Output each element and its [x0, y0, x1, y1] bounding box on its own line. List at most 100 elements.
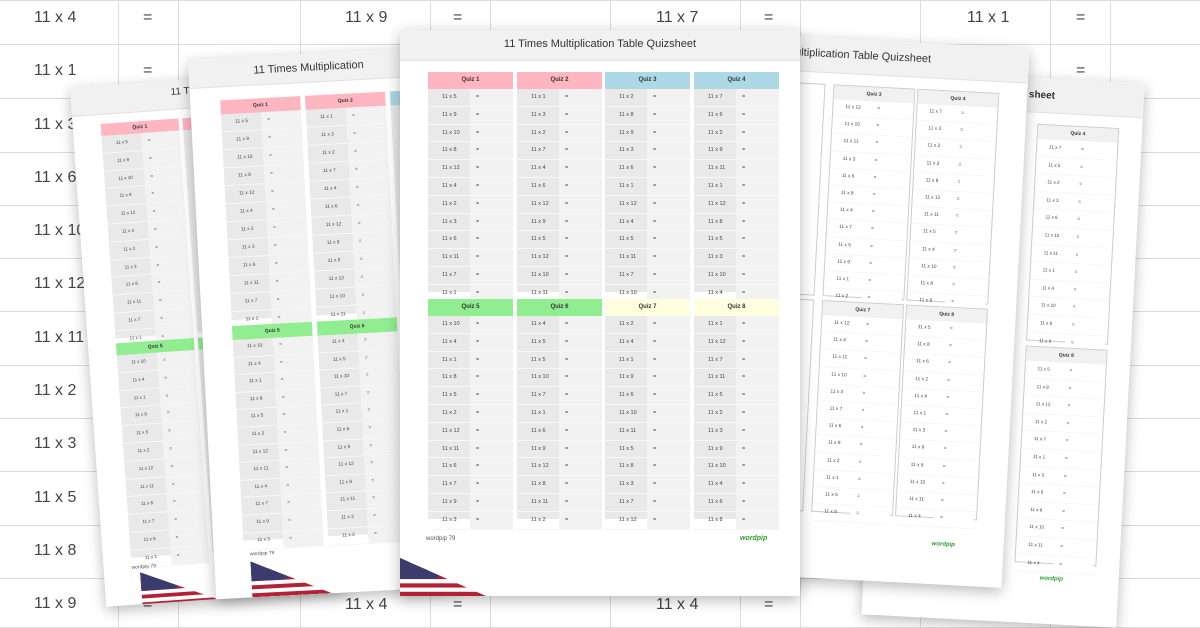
answer-field[interactable] [559, 266, 602, 284]
answer-field[interactable] [559, 284, 602, 302]
answer-field[interactable] [736, 284, 779, 302]
answer-field[interactable] [736, 511, 779, 529]
answer-field[interactable] [559, 440, 602, 458]
wordpip-logo: wordpip [1039, 575, 1064, 583]
answer-field[interactable] [736, 422, 779, 440]
answer-field[interactable] [470, 387, 513, 404]
answer-field[interactable] [736, 493, 779, 511]
answer-field[interactable] [647, 124, 690, 142]
answer-field[interactable] [559, 89, 602, 106]
answer-field[interactable] [647, 422, 690, 440]
answer-field[interactable] [647, 351, 690, 369]
answer-field[interactable] [470, 124, 513, 142]
answer-field[interactable] [470, 422, 513, 440]
answer-field[interactable] [559, 511, 602, 529]
answer-field[interactable] [647, 387, 690, 404]
answer-field[interactable] [470, 142, 513, 160]
answer-field[interactable] [559, 106, 602, 124]
answer-field[interactable] [736, 231, 779, 249]
answer-field[interactable] [647, 369, 690, 387]
answer-field[interactable] [647, 404, 690, 422]
answer-field[interactable] [559, 458, 602, 476]
answer-field[interactable] [559, 177, 602, 195]
answer-field[interactable] [470, 284, 513, 302]
answer-field[interactable] [470, 440, 513, 458]
answer-field[interactable] [559, 160, 602, 177]
answer-field[interactable] [647, 458, 690, 476]
answer-field[interactable] [559, 213, 602, 231]
answer-field[interactable] [647, 213, 690, 231]
answer-field[interactable] [470, 106, 513, 124]
answer-field[interactable] [470, 195, 513, 213]
answer-field[interactable] [647, 266, 690, 284]
answer-field[interactable] [736, 404, 779, 422]
answer-field[interactable] [559, 195, 602, 213]
answer-field[interactable] [736, 106, 779, 124]
answer-field[interactable] [736, 351, 779, 369]
answer-field[interactable] [559, 493, 602, 511]
question-text: 11 x 4 [121, 227, 135, 234]
answer-field[interactable] [736, 142, 779, 160]
answer-field[interactable] [559, 142, 602, 160]
answer-field[interactable] [647, 316, 690, 333]
answer-field[interactable] [470, 316, 513, 333]
answer-field[interactable] [736, 177, 779, 195]
answer-field[interactable] [736, 369, 779, 387]
answer-field[interactable] [736, 266, 779, 284]
answer-field[interactable] [647, 177, 690, 195]
answer-field[interactable] [647, 476, 690, 493]
answer-field[interactable] [736, 195, 779, 213]
answer-field[interactable] [736, 124, 779, 142]
answer-field[interactable] [647, 284, 690, 302]
answer-field[interactable] [736, 440, 779, 458]
answer-field[interactable] [470, 476, 513, 493]
answer-field[interactable] [647, 231, 690, 249]
answer-field[interactable] [559, 369, 602, 387]
answer-field[interactable] [470, 266, 513, 284]
answer-field[interactable] [647, 511, 690, 529]
answer-field[interactable] [559, 249, 602, 266]
answer-field[interactable] [470, 333, 513, 351]
answer-field[interactable] [470, 231, 513, 249]
answer-field[interactable] [647, 89, 690, 106]
answer-field[interactable] [647, 333, 690, 351]
answer-field[interactable] [559, 333, 602, 351]
answer-field[interactable] [736, 249, 779, 266]
answer-field[interactable] [647, 249, 690, 266]
answer-field[interactable] [470, 493, 513, 511]
answer-field[interactable] [647, 440, 690, 458]
answer-field[interactable] [559, 316, 602, 333]
answer-field[interactable] [470, 511, 513, 529]
answer-field[interactable] [470, 351, 513, 369]
answer-field[interactable] [559, 387, 602, 404]
answer-field[interactable] [470, 213, 513, 231]
answer-field[interactable] [470, 404, 513, 422]
answer-field[interactable] [559, 404, 602, 422]
answer-field[interactable] [470, 160, 513, 177]
answer-field[interactable] [470, 89, 513, 106]
answer-field[interactable] [736, 476, 779, 493]
answer-field[interactable] [559, 231, 602, 249]
answer-field[interactable] [647, 106, 690, 124]
answer-field[interactable] [736, 89, 779, 106]
answer-field[interactable] [736, 160, 779, 177]
answer-field[interactable] [559, 351, 602, 369]
answer-field[interactable] [559, 422, 602, 440]
quiz-row: 11 x 3 = [242, 529, 324, 551]
answer-field[interactable] [470, 249, 513, 266]
answer-field[interactable] [647, 142, 690, 160]
answer-field[interactable] [470, 177, 513, 195]
answer-field[interactable] [470, 369, 513, 387]
answer-field[interactable] [736, 387, 779, 404]
answer-field[interactable] [736, 458, 779, 476]
answer-field[interactable] [736, 213, 779, 231]
answer-field[interactable] [559, 476, 602, 493]
answer-field[interactable] [470, 458, 513, 476]
answer-field[interactable] [736, 333, 779, 351]
equals-sign: = [653, 218, 657, 225]
answer-field[interactable] [647, 160, 690, 177]
answer-field[interactable] [647, 195, 690, 213]
answer-field[interactable] [559, 124, 602, 142]
answer-field[interactable] [647, 493, 690, 511]
answer-field[interactable] [736, 316, 779, 333]
